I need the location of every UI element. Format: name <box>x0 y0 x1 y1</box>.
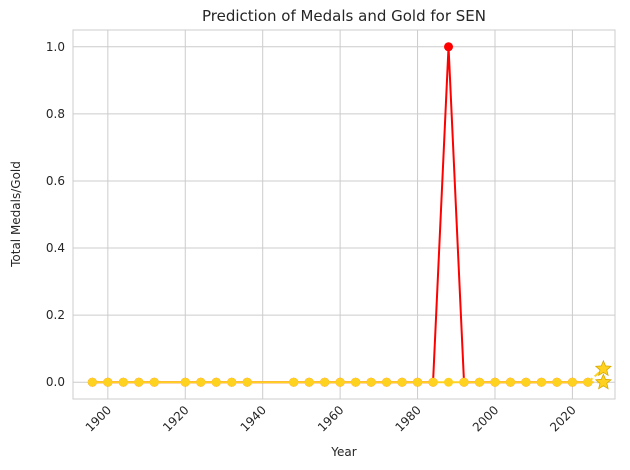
series-1-point <box>567 377 577 387</box>
series-1-point <box>149 377 159 387</box>
series-1-point <box>335 377 345 387</box>
prediction-1-star <box>594 373 612 390</box>
y-tick-label: 1.0 <box>46 40 65 54</box>
series-1-point <box>475 377 484 387</box>
grid <box>73 30 615 399</box>
series-1-point <box>444 377 454 387</box>
plot-frame <box>72 29 616 400</box>
y-tick-label: 0.2 <box>46 308 65 322</box>
y-tick-label: 0.0 <box>46 375 65 389</box>
series-1-point <box>196 377 206 387</box>
x-tick-label: 1960 <box>315 403 346 434</box>
series-1-point <box>552 377 562 387</box>
series-0-point <box>444 42 454 52</box>
series-1-point <box>536 377 546 387</box>
series-1-point <box>521 377 531 387</box>
series-layer <box>87 42 612 390</box>
y-tick-label: 0.6 <box>46 174 65 188</box>
x-tick-label: 1920 <box>160 403 191 434</box>
x-tick-label: 2000 <box>470 403 501 434</box>
series-1-point <box>382 377 392 387</box>
series-1-point <box>103 377 113 387</box>
series-1-point <box>505 377 515 387</box>
x-tick-label: 1980 <box>392 403 423 434</box>
prediction-0-star <box>594 359 612 377</box>
x-tick-label: 2020 <box>547 403 578 434</box>
series-1-point <box>490 377 500 387</box>
series-1-point <box>87 377 97 387</box>
series-1-point <box>118 377 128 387</box>
series-1-point <box>134 377 144 387</box>
y-axis-label: Total Medals/Gold <box>9 161 23 268</box>
x-tick-label: 1940 <box>238 403 269 434</box>
series-1-point <box>289 377 299 387</box>
series-1-point <box>320 377 330 387</box>
series-1-point <box>366 377 376 387</box>
prediction-0-line <box>587 368 605 383</box>
series-1-point <box>242 377 252 387</box>
plot-area <box>73 30 615 399</box>
series-1-point <box>459 377 469 387</box>
series-1-point <box>413 377 423 387</box>
chart-title: Prediction of Medals and Gold for SEN <box>202 7 486 25</box>
series-1-point <box>211 377 221 387</box>
series-1-point <box>397 377 407 387</box>
x-axis-label: Year <box>330 445 356 459</box>
series-1-point <box>227 377 237 387</box>
y-tick-label: 0.8 <box>46 107 65 121</box>
series-1-point <box>180 377 190 387</box>
y-tick-label: 0.4 <box>46 241 65 255</box>
series-1-point <box>428 377 438 387</box>
x-tick-label: 1900 <box>83 403 114 434</box>
series-1-point <box>304 377 314 387</box>
series-1-point <box>351 377 361 387</box>
